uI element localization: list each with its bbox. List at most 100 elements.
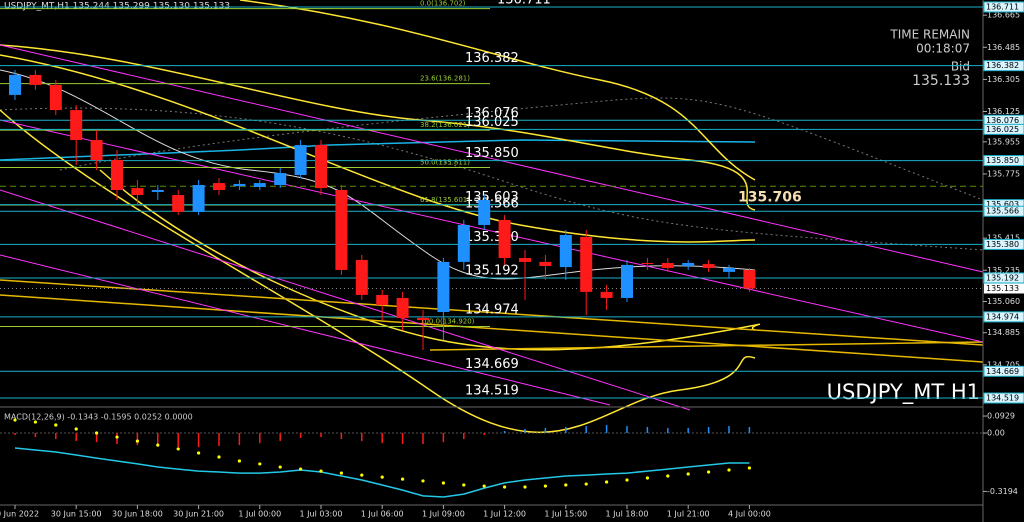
x-tick-label: 30 Jun 15:00 (51, 510, 102, 519)
level-tag-label: 135.566 (986, 207, 1019, 216)
macd-signal-dot (462, 483, 466, 487)
x-tick-label: 30 Jun 18:00 (112, 510, 163, 519)
candle-body (600, 291, 613, 298)
fib-label: 100.0(134.920) (420, 317, 475, 325)
candle-body (437, 261, 450, 313)
macd-tick-label: -0.3194 (987, 487, 1018, 496)
candle-body (621, 264, 633, 298)
channel-line (0, 189, 691, 411)
y-tick-label: 134.885 (987, 328, 1020, 337)
level-tag-label: 134.519 (986, 394, 1019, 403)
candle-body (172, 195, 185, 212)
candle-body (233, 183, 246, 187)
x-tick-label: 1 Jul 03:00 (300, 510, 343, 519)
candle-body (294, 145, 307, 176)
macd-signal-dot (543, 484, 548, 488)
x-tick-label: 30 Jun 21:00 (173, 510, 224, 519)
macd-tick-label: 0.0929 (987, 412, 1015, 421)
x-tick-label: 1 Jul 09:00 (422, 510, 465, 519)
x-tick-label: 1 Jul 15:00 (544, 510, 587, 519)
channel-line (0, 119, 984, 343)
macd-signal-dot (319, 469, 323, 473)
macd-signal-dot (584, 482, 588, 486)
candle-body (335, 190, 348, 270)
macd-signal-dot (401, 477, 405, 481)
band-line (239, 0, 756, 181)
level-tag (983, 272, 1024, 284)
candle-body (396, 297, 409, 318)
level-tag (983, 365, 1024, 377)
macd-signal-dot (727, 468, 731, 472)
channel-line (0, 254, 611, 406)
trend-line (429, 341, 984, 351)
candle-body (274, 173, 287, 186)
macd-signal-dot (747, 466, 752, 470)
macd-signal-dot (54, 423, 58, 427)
level-tag-label: 136.076 (986, 116, 1019, 125)
macd-signal-dot (645, 476, 650, 480)
candle-body (192, 185, 205, 212)
candle-body (539, 261, 552, 267)
level-tag (983, 392, 1024, 404)
level-tag (983, 238, 1024, 250)
level-tag-label: 136.382 (986, 61, 1019, 70)
x-tick-label: 1 Jul 06:00 (361, 510, 404, 519)
level-tag-label: 134.669 (986, 367, 1019, 376)
bid-label: Bid (951, 60, 970, 74)
level-tag (983, 123, 1024, 135)
bid-value: 135.133 (912, 73, 970, 89)
level-label: 134.519 (465, 384, 519, 399)
macd-signal-dot (217, 455, 221, 459)
level-label: 136.382 (465, 51, 519, 66)
level-tag (983, 1, 1024, 13)
fib-label: 50.0(135.811) (420, 159, 470, 167)
watermark: USDJPY_MT H1 (827, 380, 980, 405)
candle-body (702, 264, 715, 268)
y-tick-label: 135.775 (987, 169, 1020, 178)
macd-signal-dot (33, 420, 38, 424)
level-label: 135.192 (465, 263, 519, 278)
macd-title: MACD(12,26,9) -0.1343 -0.1595 0.0252 0.0… (4, 413, 193, 422)
fib-label: 0.0(136.702) (420, 0, 466, 8)
candle-body (29, 74, 42, 85)
candle-body (131, 188, 144, 196)
time-remain-label: TIME REMAIN (889, 28, 970, 42)
level-label: 134.974 (465, 302, 519, 317)
bid-tag-label: 135.133 (986, 284, 1019, 293)
x-tick-label: 1 Jul 18:00 (606, 510, 649, 519)
level-tag-label: 135.380 (986, 240, 1019, 249)
macd-signal-dot (135, 439, 139, 443)
candle-body (111, 160, 123, 191)
macd-signal-dot (237, 459, 241, 463)
level-label: 136.025 (465, 115, 519, 130)
candle-body (457, 224, 470, 262)
y-tick-label: 135.235 (987, 266, 1020, 275)
y-tick-label: 135.415 (987, 234, 1020, 243)
level-label: 135.566 (465, 197, 519, 212)
candle-body (519, 257, 531, 262)
macd-signal-dot (95, 431, 99, 435)
level-tag (983, 155, 1024, 167)
x-tick-label: 1 Jul 21:00 (667, 510, 710, 519)
x-tick-label: 1 Jul 12:00 (483, 510, 526, 519)
level-label: 135.380 (465, 230, 519, 245)
x-tick-label: 1 Jul 00:00 (238, 510, 281, 519)
macd-signal-dot (707, 470, 711, 474)
macd-signal-dot (380, 475, 384, 479)
macd-signal-dot (197, 451, 201, 455)
macd-signal-dot (339, 471, 343, 475)
macd-signal-dot (13, 418, 17, 422)
macd-signal-dot (115, 435, 119, 439)
candle-body (682, 262, 695, 267)
candle-body (743, 269, 756, 289)
candle-body (151, 190, 164, 192)
candle-body (498, 219, 511, 258)
macd-signal-dot (625, 478, 629, 482)
macd-signal-dot (156, 443, 160, 447)
macd-signal-dot (523, 485, 527, 489)
y-tick-label: 134.705 (987, 360, 1020, 369)
fib-label: 61.8(135.601) (420, 196, 470, 204)
